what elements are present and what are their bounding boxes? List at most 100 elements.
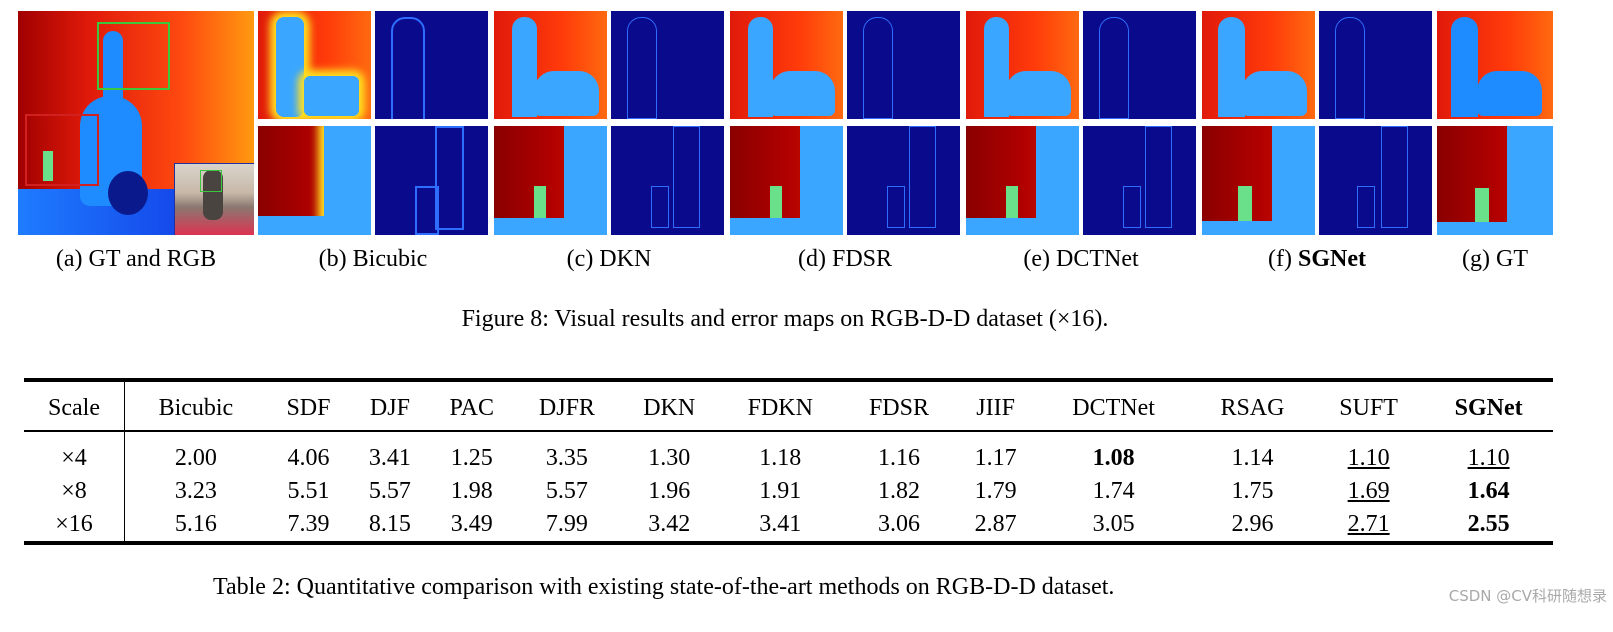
dkn-upper-error xyxy=(611,11,724,119)
value-cell: 7.99 xyxy=(545,511,588,537)
value-cell: 1.17 xyxy=(974,445,1017,471)
table-top-rule xyxy=(24,378,1553,382)
scale-cell: ×4 xyxy=(24,434,125,475)
value-cell: 1.74 xyxy=(1092,478,1135,504)
sgnet-lower-error xyxy=(1319,126,1432,235)
value-cell: 3.23 xyxy=(174,478,217,504)
value-cell: 7.39 xyxy=(287,511,330,537)
panel-label-d: (d) FDSR xyxy=(797,246,893,272)
value-cell: 3.42 xyxy=(648,511,691,537)
dkn-lower-depth xyxy=(494,126,607,235)
gt-upper-depth xyxy=(1437,11,1553,119)
sgnet-lower-depth xyxy=(1202,126,1315,235)
figure-caption: Figure 8: Visual results and error maps … xyxy=(461,306,1109,332)
table-caption: Table 2: Quantitative comparison with ex… xyxy=(213,574,1115,600)
fdsr-upper-depth xyxy=(730,11,843,119)
green-box-upper xyxy=(97,22,170,90)
value-cell-best: 1.08 xyxy=(1092,445,1135,471)
value-cell: 1.75 xyxy=(1231,478,1274,504)
table-bottom-rule xyxy=(24,541,1553,545)
value-cell: 2.96 xyxy=(1231,511,1274,537)
sgnet-upper-error xyxy=(1319,11,1432,119)
value-cell-best: 1.64 xyxy=(1467,478,1510,504)
value-cell: 5.57 xyxy=(368,478,411,504)
value-cell: 3.35 xyxy=(545,445,588,471)
table-mid-rule xyxy=(24,430,1553,432)
value-cell: 1.25 xyxy=(450,445,493,471)
col-header: FDSR xyxy=(868,394,929,421)
value-cell: 3.41 xyxy=(759,511,802,537)
value-cell: 2.00 xyxy=(174,445,217,471)
col-header: DJFR xyxy=(538,394,595,421)
value-cell: 5.51 xyxy=(287,478,330,504)
table-row: ×16 5.16 7.39 8.15 3.49 7.99 3.42 3.41 3… xyxy=(24,508,1553,541)
rgb-inset-image xyxy=(174,163,254,235)
value-cell: 1.82 xyxy=(877,478,920,504)
watermark: CSDN @CV科研随想录 xyxy=(1448,587,1607,605)
sgnet-upper-depth xyxy=(1202,11,1315,119)
value-cell-second: 1.69 xyxy=(1347,478,1390,504)
panel-label-a: (a) GT and RGB xyxy=(55,246,217,272)
col-header: DKN xyxy=(643,394,696,421)
bicubic-lower-error xyxy=(375,126,488,235)
panel-label-c: (c) DKN xyxy=(566,246,652,272)
col-header-sgnet: SGNet xyxy=(1454,394,1523,421)
value-cell: 1.16 xyxy=(877,445,920,471)
value-cell: 1.96 xyxy=(648,478,691,504)
dctnet-lower-error xyxy=(1083,126,1196,235)
value-cell-second: 1.10 xyxy=(1347,445,1390,471)
value-cell: 3.06 xyxy=(877,511,920,537)
panel-label-b: (b) Bicubic xyxy=(318,246,428,272)
panel-label-e: (e) DCTNet xyxy=(1023,246,1139,272)
bicubic-upper-depth xyxy=(258,11,371,119)
value-cell: 1.18 xyxy=(759,445,802,471)
col-header: SDF xyxy=(286,394,331,421)
scale-cell: ×8 xyxy=(24,475,125,508)
fdsr-lower-depth xyxy=(730,126,843,235)
gt-lower-depth xyxy=(1437,126,1553,235)
dkn-upper-depth xyxy=(494,11,607,119)
fdsr-upper-error xyxy=(847,11,960,119)
col-header: DCTNet xyxy=(1072,394,1155,421)
table-header-row: Scale Bicubic SDF DJF PAC DJFR DKN FDKN … xyxy=(24,378,1553,434)
value-cell: 1.14 xyxy=(1231,445,1274,471)
value-cell: 5.16 xyxy=(174,511,217,537)
dctnet-lower-depth xyxy=(966,126,1079,235)
value-cell: 3.05 xyxy=(1092,511,1135,537)
table-row: ×4 2.00 4.06 3.41 1.25 3.35 1.30 1.18 1.… xyxy=(24,434,1553,475)
col-header: PAC xyxy=(449,394,495,421)
value-cell: 5.57 xyxy=(545,478,588,504)
dkn-lower-error xyxy=(611,126,724,235)
results-table: Scale Bicubic SDF DJF PAC DJFR DKN FDKN … xyxy=(24,378,1553,541)
red-box-lower xyxy=(25,114,99,186)
col-header: SUFT xyxy=(1339,394,1398,421)
value-cell: 3.41 xyxy=(368,445,411,471)
panel-label-g: (g) GT xyxy=(1462,246,1528,272)
value-cell: 1.98 xyxy=(450,478,493,504)
value-cell: 8.15 xyxy=(368,511,411,537)
scale-cell: ×16 xyxy=(24,508,125,541)
col-header: Bicubic xyxy=(158,394,234,421)
col-header-scale: Scale xyxy=(24,378,125,434)
panel-label-f-prefix: (f) xyxy=(1268,246,1298,272)
value-cell-second: 1.10 xyxy=(1467,445,1510,471)
dctnet-upper-error xyxy=(1083,11,1196,119)
col-header: DJF xyxy=(369,394,410,421)
value-cell: 1.79 xyxy=(974,478,1017,504)
dctnet-upper-depth xyxy=(966,11,1079,119)
value-cell: 3.49 xyxy=(450,511,493,537)
bicubic-lower-depth xyxy=(258,126,371,235)
value-cell-best: 2.55 xyxy=(1467,511,1510,537)
value-cell: 2.87 xyxy=(974,511,1017,537)
col-header: FDKN xyxy=(747,394,813,421)
value-cell: 1.30 xyxy=(648,445,691,471)
value-cell-second: 2.71 xyxy=(1347,511,1390,537)
col-header: JIIF xyxy=(976,394,1015,421)
value-cell: 4.06 xyxy=(287,445,330,471)
fdsr-lower-error xyxy=(847,126,960,235)
table-row: ×8 3.23 5.51 5.57 1.98 5.57 1.96 1.91 1.… xyxy=(24,475,1553,508)
gt-depth-image xyxy=(18,11,254,235)
col-header: RSAG xyxy=(1220,394,1285,421)
panel-label-f: (f) SGNet xyxy=(1202,246,1432,273)
bicubic-upper-error xyxy=(375,11,488,119)
